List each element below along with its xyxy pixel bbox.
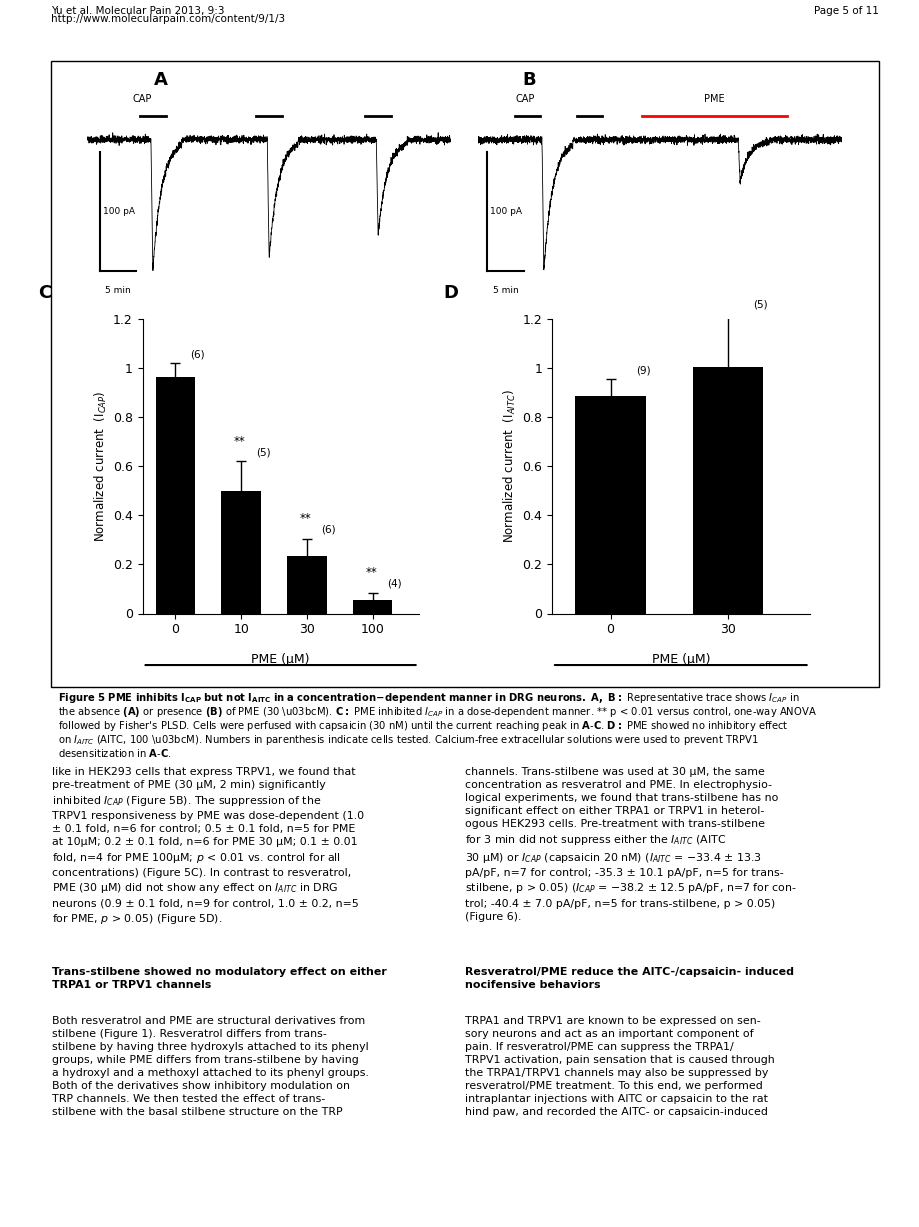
- Text: (5): (5): [753, 299, 767, 309]
- Text: 100 pA: 100 pA: [103, 206, 134, 216]
- Text: A: A: [153, 71, 168, 90]
- Text: like in HEK293 cells that express TRPV1, we found that
pre-treatment of PME (30 : like in HEK293 cells that express TRPV1,…: [52, 767, 364, 926]
- Bar: [692, 367, 762, 614]
- Text: $\bf{Figure\ 5\ PME\ inhibits}$ $\mathbf{I_{CAP}}$ $\bf{but\ not}$ $\mathbf{I_{A: $\bf{Figure\ 5\ PME\ inhibits}$ $\mathbf…: [58, 691, 799, 704]
- Text: (5): (5): [255, 448, 270, 458]
- Text: (4): (4): [387, 579, 402, 589]
- X-axis label: PME (μM): PME (μM): [651, 653, 709, 666]
- Text: PME: PME: [704, 94, 724, 104]
- Y-axis label: Normalized current  (I$_{CAP}$): Normalized current (I$_{CAP}$): [93, 390, 108, 542]
- Bar: [574, 396, 645, 614]
- Text: **: **: [300, 512, 312, 525]
- Text: the absence $\bf{(A)}$ or presence $\bf{(B)}$ of PME (30 \u03bcM). $\bf{C:}$ PME: the absence $\bf{(A)}$ or presence $\bf{…: [58, 704, 816, 719]
- Text: desensitization in $\bf{A}$-$\bf{C}$.: desensitization in $\bf{A}$-$\bf{C}$.: [58, 747, 172, 760]
- Text: **: **: [233, 434, 245, 448]
- Text: Resveratrol/PME reduce the AITC-/capsaicin- induced
nocifensive behaviors: Resveratrol/PME reduce the AITC-/capsaic…: [464, 967, 793, 990]
- Text: (9): (9): [636, 366, 651, 375]
- Y-axis label: Normalized current  (I$_{AITC}$): Normalized current (I$_{AITC}$): [502, 389, 517, 544]
- Text: on $I_{AITC}$ (AITC, 100 \u03bcM). Numbers in parenthesis indicate cells tested.: on $I_{AITC}$ (AITC, 100 \u03bcM). Numbe…: [58, 734, 758, 747]
- Text: (6): (6): [189, 350, 204, 360]
- Text: Both resveratrol and PME are structural derivatives from
stilbene (Figure 1). Re: Both resveratrol and PME are structural …: [52, 1016, 369, 1118]
- Bar: [287, 556, 326, 614]
- Text: TRPA1 and TRPV1 are known to be expressed on sen-
sory neurons and act as an imp: TRPA1 and TRPV1 are known to be expresse…: [464, 1016, 774, 1118]
- Text: C: C: [38, 283, 51, 302]
- Bar: [155, 377, 195, 614]
- Text: http://www.molecularpain.com/content/9/1/3: http://www.molecularpain.com/content/9/1…: [51, 15, 284, 25]
- Text: Trans-stilbene showed no modulatory effect on either
TRPA1 or TRPV1 channels: Trans-stilbene showed no modulatory effe…: [52, 967, 387, 990]
- Bar: [221, 491, 261, 614]
- Text: CAP: CAP: [516, 94, 535, 104]
- Bar: [353, 600, 391, 614]
- Text: **: **: [365, 566, 377, 579]
- Text: CAP: CAP: [132, 94, 152, 104]
- Text: 100 pA: 100 pA: [490, 206, 521, 216]
- Text: Yu et al. Molecular Pain 2013, 9:3: Yu et al. Molecular Pain 2013, 9:3: [51, 5, 224, 16]
- Text: 5 min: 5 min: [106, 286, 131, 296]
- Text: 5 min: 5 min: [493, 286, 518, 296]
- X-axis label: PME (μM): PME (μM): [251, 653, 310, 666]
- Text: channels. Trans-stilbene was used at 30 μM, the same
concentration as resveratro: channels. Trans-stilbene was used at 30 …: [464, 767, 796, 921]
- Text: followed by Fisher's PLSD. Cells were perfused with capsaicin (30 nM) until the : followed by Fisher's PLSD. Cells were pe…: [58, 719, 788, 733]
- Text: (6): (6): [321, 525, 335, 535]
- Text: Page 5 of 11: Page 5 of 11: [812, 5, 878, 16]
- Text: D: D: [443, 283, 459, 302]
- Text: B: B: [522, 71, 535, 90]
